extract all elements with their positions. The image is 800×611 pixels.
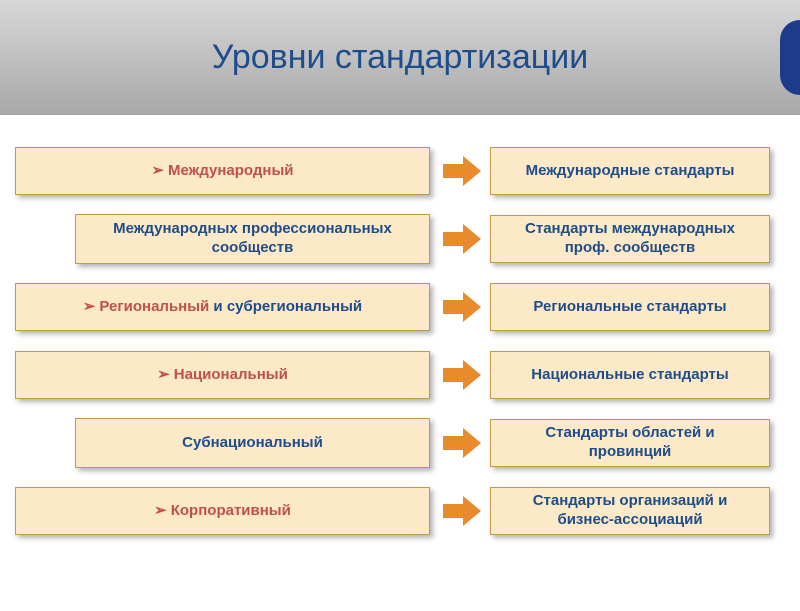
diagram-row: ➢Региональный и субрегиональный Регионал… [15, 281, 785, 333]
diagram-row: ➢Корпоративный Стандарты организаций и б… [15, 485, 785, 537]
arrow-wrap [430, 224, 490, 254]
arrow-wrap [430, 496, 490, 526]
diagram-row: ➢Национальный Национальные стандарты [15, 349, 785, 401]
arrow-icon [437, 224, 483, 254]
level-label-red: Международный [168, 162, 293, 179]
arrow-icon [437, 360, 483, 390]
arrow-icon [437, 428, 483, 458]
bullet-icon: ➢ [83, 298, 96, 315]
standard-box: Стандарты областей и провинций [490, 419, 770, 467]
level-label-red: Национальный [174, 366, 288, 383]
page-title: Уровни стандартизации [212, 38, 588, 77]
level-box: ➢Региональный и субрегиональный [15, 283, 430, 331]
standard-label: Национальные стандарты [531, 366, 728, 385]
level-box: ➢Национальный [15, 351, 430, 399]
level-box: Международных профессиональных сообществ [75, 214, 430, 264]
arrow-wrap [430, 292, 490, 322]
diagram-content: ➢Международный Международные стандарты М… [0, 115, 800, 547]
bullet-icon: ➢ [151, 162, 164, 179]
arrow-wrap [430, 156, 490, 186]
standard-box: Международные стандарты [490, 147, 770, 195]
level-box: Субнациональный [75, 418, 430, 468]
arrow-wrap [430, 428, 490, 458]
standard-box: Стандарты организаций и бизнес-ассоциаци… [490, 487, 770, 535]
level-label-rest: и субрегиональный [209, 298, 362, 315]
standard-box: Национальные стандарты [490, 351, 770, 399]
level-box: ➢Международный [15, 147, 430, 195]
bullet-icon: ➢ [154, 502, 167, 519]
arrow-icon [437, 292, 483, 322]
standard-box: Стандарты международных проф. сообществ [490, 215, 770, 263]
level-label-red: Корпоративный [171, 502, 291, 519]
arrow-icon [437, 156, 483, 186]
arrow-icon [437, 496, 483, 526]
level-box: ➢Корпоративный [15, 487, 430, 535]
standard-label: Международные стандарты [526, 162, 735, 181]
level-label-red: Региональный [99, 298, 209, 315]
standard-label: Стандарты организаций и бизнес-ассоциаци… [503, 492, 757, 530]
standard-box: Региональные стандарты [490, 283, 770, 331]
diagram-row: ➢Международный Международные стандарты [15, 145, 785, 197]
level-label-rest: Субнациональный [182, 434, 323, 451]
standard-label: Региональные стандарты [533, 298, 726, 317]
bullet-icon: ➢ [157, 366, 170, 383]
standard-label: Стандарты международных проф. сообществ [503, 220, 757, 258]
level-label-rest: Международных профессиональных сообществ [113, 220, 392, 256]
standard-label: Стандарты областей и провинций [503, 424, 757, 462]
diagram-row: Международных профессиональных сообществ… [75, 213, 785, 265]
diagram-row: Субнациональный Стандарты областей и про… [75, 417, 785, 469]
arrow-wrap [430, 360, 490, 390]
header-bar: Уровни стандартизации [0, 0, 800, 115]
